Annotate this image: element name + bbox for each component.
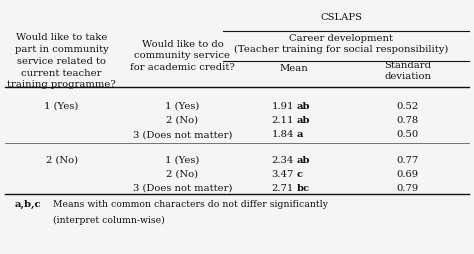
- Text: ab: ab: [296, 102, 310, 110]
- Text: bc: bc: [296, 183, 309, 192]
- Text: 2 (No): 2 (No): [166, 116, 199, 124]
- Text: Mean: Mean: [280, 64, 308, 72]
- Text: 0.52: 0.52: [397, 102, 419, 110]
- Text: Standard
deviation: Standard deviation: [384, 61, 431, 81]
- Text: 1.91: 1.91: [272, 102, 294, 110]
- Text: 3 (Does not matter): 3 (Does not matter): [133, 130, 232, 138]
- Text: CSLAPS: CSLAPS: [320, 13, 362, 22]
- Text: a: a: [296, 130, 303, 138]
- Text: Means with common characters do not differ significantly: Means with common characters do not diff…: [47, 199, 328, 208]
- Text: 0.79: 0.79: [397, 183, 419, 192]
- Text: c: c: [296, 169, 302, 178]
- Text: Would like to do
community service
for academic credit?: Would like to do community service for a…: [130, 39, 235, 72]
- Text: a,b,c: a,b,c: [14, 199, 41, 208]
- Text: 2.34: 2.34: [272, 155, 294, 164]
- Text: 2.71: 2.71: [272, 183, 294, 192]
- Text: Career development: Career development: [289, 34, 393, 43]
- Text: 1.84: 1.84: [272, 130, 294, 138]
- Text: 0.69: 0.69: [397, 169, 419, 178]
- Text: 1 (Yes): 1 (Yes): [165, 155, 200, 164]
- Text: 0.50: 0.50: [397, 130, 419, 138]
- Text: Would like to take
part in community
service related to
current teacher
training: Would like to take part in community ser…: [7, 33, 116, 89]
- Text: ab: ab: [296, 155, 310, 164]
- Text: 2 (No): 2 (No): [46, 155, 78, 164]
- Text: 0.77: 0.77: [397, 155, 419, 164]
- Text: 1 (Yes): 1 (Yes): [165, 102, 200, 110]
- Text: (Teacher training for social responsibility): (Teacher training for social responsibil…: [234, 44, 448, 54]
- Text: 0.78: 0.78: [397, 116, 419, 124]
- Text: (interpret column-wise): (interpret column-wise): [47, 215, 165, 224]
- Text: 1 (Yes): 1 (Yes): [45, 102, 79, 110]
- Text: 3.47: 3.47: [272, 169, 294, 178]
- Text: 2 (No): 2 (No): [166, 169, 199, 178]
- Text: 2.11: 2.11: [272, 116, 294, 124]
- Text: ab: ab: [296, 116, 310, 124]
- Text: 3 (Does not matter): 3 (Does not matter): [133, 183, 232, 192]
